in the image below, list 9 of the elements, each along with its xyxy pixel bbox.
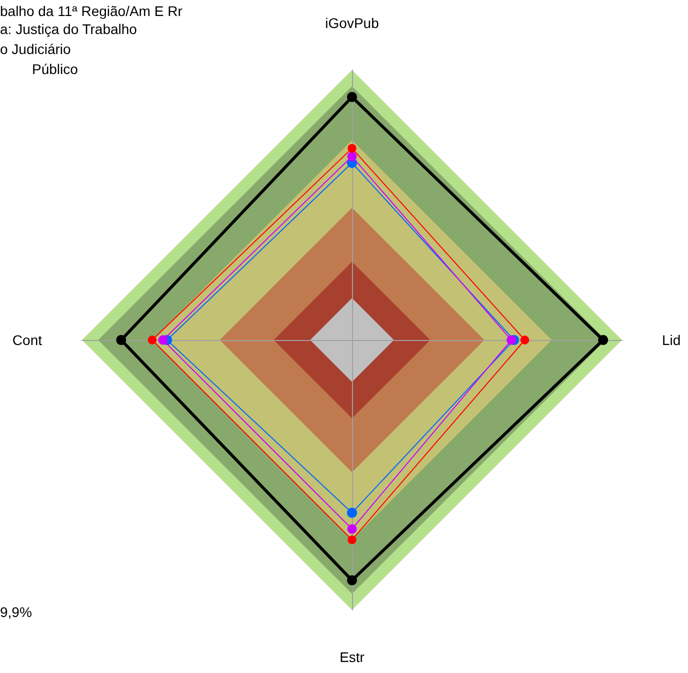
text: a: Justiça do Trabalho (0, 21, 138, 37)
spoke-label: iGovPub (325, 15, 380, 31)
spoke-label: Lid (662, 332, 681, 348)
text: o Judiciário (0, 41, 72, 57)
spoke-label: Estr (340, 649, 365, 665)
text: 9,9% (0, 604, 32, 620)
text: balho da 11ª Região/Am E Rr (0, 3, 183, 19)
text: Público (32, 61, 78, 77)
spoke-label: Cont (12, 332, 42, 348)
